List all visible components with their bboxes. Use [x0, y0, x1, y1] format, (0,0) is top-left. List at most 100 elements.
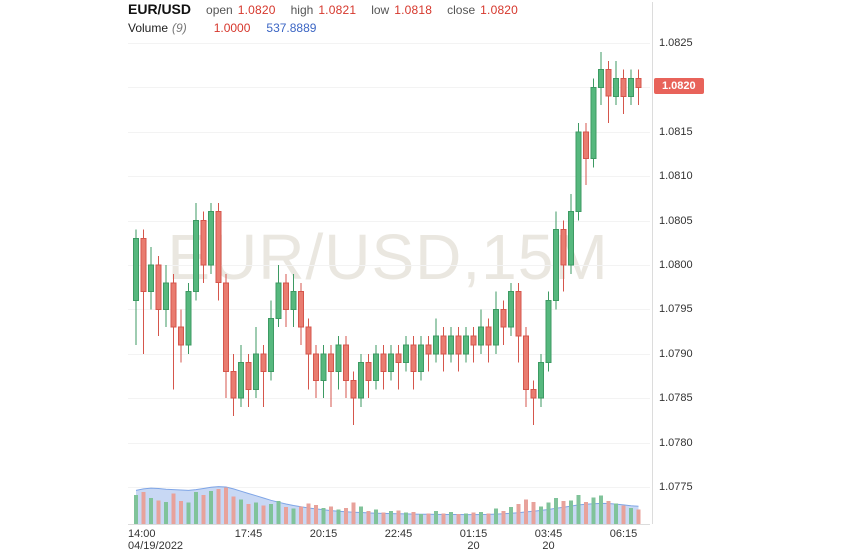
- volume-bar: [321, 508, 326, 524]
- volume-bar: [584, 501, 588, 524]
- candle-body: [530, 388, 537, 399]
- volume-bar: [486, 513, 491, 524]
- candle-body: [560, 229, 567, 266]
- candle-body: [553, 229, 559, 301]
- last-price-badge: 1.0820: [654, 78, 704, 94]
- volume-bar: [576, 495, 581, 524]
- volume-bar: [231, 496, 236, 524]
- candle-body: [185, 291, 192, 346]
- volume-bar: [164, 501, 168, 524]
- open-label: open: [206, 3, 233, 17]
- volume-bar: [606, 501, 611, 524]
- candle-body: [358, 362, 364, 399]
- candle-body: [613, 78, 619, 97]
- volume-bar: [209, 491, 213, 524]
- candle-body: [283, 282, 289, 310]
- close-value: 1.0820: [480, 3, 519, 17]
- low-value: 1.0818: [394, 3, 433, 17]
- candle-body: [395, 353, 402, 364]
- volume-bar: [344, 508, 348, 524]
- candle-body: [313, 353, 319, 381]
- volume-bar: [629, 508, 633, 524]
- candle-body: [380, 353, 387, 373]
- candle-body: [268, 317, 274, 373]
- candle-body: [140, 237, 147, 293]
- volume-bar: [254, 502, 258, 524]
- volume-bar: [141, 491, 146, 524]
- volume-value-blue: 537.8889: [266, 21, 317, 35]
- volume-bar: [419, 514, 423, 524]
- volume-bar: [494, 508, 498, 524]
- candle-body: [425, 344, 432, 355]
- candle-body: [508, 291, 514, 328]
- volume-bar: [539, 506, 543, 524]
- volume-bar: [239, 499, 243, 524]
- candle-body: [170, 282, 177, 328]
- volume-indicator-bar: Volume (9) 1.0000 537.8889: [128, 21, 316, 35]
- volume-bar: [524, 499, 528, 524]
- candle-body: [148, 264, 154, 293]
- candle-body: [215, 211, 222, 284]
- volume-bar: [299, 506, 303, 524]
- candle-body: [605, 69, 612, 97]
- volume-bar: [269, 504, 273, 524]
- volume-bar: [224, 487, 228, 524]
- candle-body: [478, 326, 484, 346]
- candle-body: [275, 282, 282, 319]
- volume-bar: [426, 513, 431, 524]
- candle-body: [493, 308, 499, 346]
- symbol-title: EUR/USD: [128, 1, 192, 17]
- volume-bar: [546, 502, 551, 524]
- volume-bar: [291, 508, 296, 524]
- candle-body: [133, 237, 139, 302]
- volume-bar: [381, 512, 386, 524]
- volume-bar: [261, 505, 266, 524]
- candle-body: [245, 362, 252, 390]
- volume-bar: [569, 500, 573, 524]
- volume-label: Volume: [128, 21, 169, 35]
- volume-bar: [134, 495, 138, 524]
- candle-body: [515, 291, 522, 337]
- volume-bar: [531, 501, 536, 524]
- candle-body: [620, 78, 627, 97]
- high-value: 1.0821: [318, 3, 357, 17]
- candle-body: [598, 69, 604, 88]
- candle-body: [343, 344, 349, 381]
- volume-bar: [621, 505, 626, 524]
- volume-bar: [149, 498, 153, 524]
- volume-bar: [194, 491, 198, 524]
- volume-bar: [434, 511, 438, 524]
- volume-bar: [336, 509, 341, 524]
- candle-body: [418, 344, 424, 372]
- volume-bar: [614, 503, 618, 524]
- open-value: 1.0820: [237, 3, 276, 17]
- volume-bar: [591, 497, 596, 524]
- high-label: high: [290, 3, 314, 17]
- volume-bar: [411, 511, 416, 524]
- candle-body: [463, 335, 469, 355]
- volume-bar: [471, 512, 476, 524]
- volume-bar: [179, 501, 183, 524]
- volume-bar: [366, 511, 371, 524]
- candle-body: [350, 379, 357, 399]
- candle-body: [523, 335, 529, 390]
- volume-bar: [314, 504, 318, 524]
- candle-body: [200, 220, 207, 266]
- candle-body: [178, 326, 184, 346]
- candle-body: [635, 78, 642, 88]
- candle-body: [410, 344, 417, 372]
- volume-bar: [456, 514, 461, 524]
- volume-bar: [216, 488, 221, 524]
- candle-body: [365, 362, 372, 382]
- symbol-ohlc-bar: EUR/USD open 1.0820 high 1.0821 low 1.08…: [128, 1, 518, 17]
- symbol-watermark: EUR/USD,15M: [167, 221, 609, 293]
- candle-body: [373, 353, 379, 381]
- volume-bar: [156, 500, 161, 524]
- volume-bar: [464, 513, 468, 524]
- volume-bar: [636, 509, 641, 524]
- volume-bar: [389, 511, 393, 524]
- volume-bar: [359, 506, 363, 524]
- candle-body: [230, 371, 237, 399]
